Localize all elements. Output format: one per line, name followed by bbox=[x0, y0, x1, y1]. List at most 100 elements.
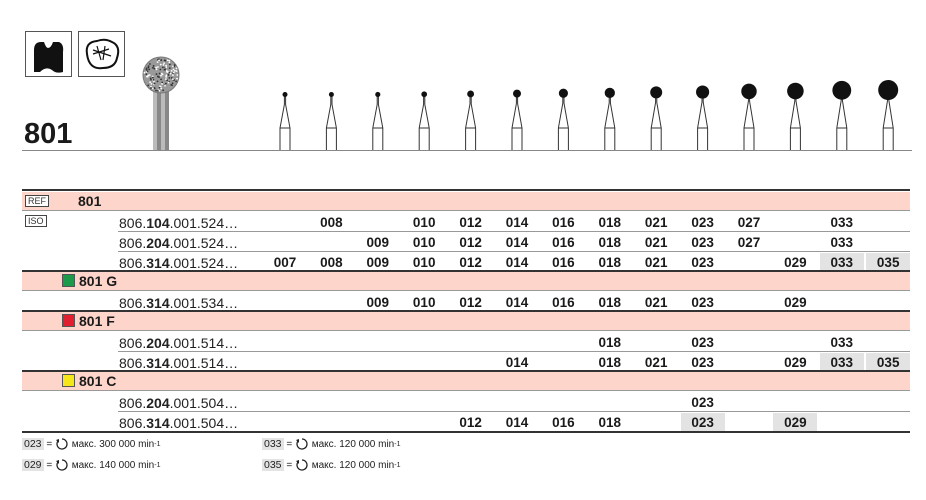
size-cell-018: 018 bbox=[588, 253, 632, 271]
diamond-grit bbox=[151, 83, 153, 85]
diamond-grit bbox=[157, 61, 159, 63]
bur-outline-021 bbox=[651, 92, 661, 150]
table-row: 023 806.204.001.504… bbox=[0, 392, 926, 412]
diamond-grit bbox=[160, 59, 162, 61]
grit-color-swatch bbox=[62, 274, 75, 287]
bur-head-009 bbox=[375, 92, 380, 97]
size-cell-014: 014 bbox=[495, 293, 539, 311]
size-cell-023: 023 bbox=[681, 293, 725, 311]
size-cell-029: 029 bbox=[773, 293, 817, 311]
table-row: 018 023 033 806.204.001.514… bbox=[0, 332, 926, 352]
diamond-grit bbox=[166, 70, 168, 72]
size-cell-008: 008 bbox=[309, 213, 353, 231]
size-cell-016: 016 bbox=[541, 253, 585, 271]
diamond-grit bbox=[149, 63, 151, 65]
diamond-grit bbox=[162, 67, 164, 69]
diamond-grit bbox=[156, 68, 158, 70]
diamond-grit bbox=[171, 70, 173, 72]
diamond-grit bbox=[157, 80, 159, 82]
diamond-grit bbox=[155, 67, 157, 69]
divider bbox=[22, 150, 912, 151]
legend-speed: макс. 120 000 min bbox=[312, 460, 395, 471]
size-cell-033: 033 bbox=[820, 353, 864, 371]
bur-outline-027 bbox=[744, 91, 754, 150]
diamond-grit bbox=[167, 59, 169, 61]
ref-number: 806.204.001.504… bbox=[119, 395, 238, 411]
legend-equals: = bbox=[286, 460, 292, 471]
bur-outline-007 bbox=[280, 95, 290, 151]
group-band bbox=[22, 272, 910, 290]
diamond-grit bbox=[164, 85, 166, 87]
ref-part: 314 bbox=[146, 255, 169, 271]
size-cell-023: 023 bbox=[681, 353, 725, 371]
ref-part: 314 bbox=[146, 355, 169, 371]
ref-part: 806. bbox=[119, 415, 146, 431]
diamond-grit bbox=[146, 76, 148, 78]
size-cell-018: 018 bbox=[588, 413, 632, 431]
diamond-grit bbox=[171, 77, 173, 79]
group-label: 801 F bbox=[62, 313, 115, 329]
diamond-grit bbox=[168, 74, 170, 76]
group-band bbox=[22, 312, 910, 330]
size-cell-021: 021 bbox=[634, 253, 678, 271]
band-rule bbox=[22, 390, 910, 391]
diamond-grit bbox=[150, 87, 152, 89]
diamond-grit bbox=[155, 90, 157, 92]
diamond-grit bbox=[159, 73, 161, 75]
group-label: 801 G bbox=[62, 273, 117, 289]
size-cell-012: 012 bbox=[449, 233, 493, 251]
size-cell-033: 033 bbox=[820, 213, 864, 231]
size-cell-008: 008 bbox=[309, 253, 353, 271]
bur-outline-018 bbox=[605, 93, 615, 150]
diamond-grit bbox=[152, 77, 154, 79]
diamond-grit bbox=[170, 84, 172, 86]
size-cell-009: 009 bbox=[356, 293, 400, 311]
diamond-grit bbox=[160, 86, 162, 88]
ref-part: 204 bbox=[146, 235, 169, 251]
diamond-grit bbox=[147, 85, 149, 87]
legend-item: 029 = макс. 140 000 min -1 bbox=[22, 458, 160, 472]
size-cell-029: 029 bbox=[773, 253, 817, 271]
band-rule bbox=[22, 210, 910, 211]
ref-part: 806. bbox=[119, 235, 146, 251]
diamond-grit bbox=[176, 74, 178, 76]
size-cell-018: 018 bbox=[588, 233, 632, 251]
size-cell-014: 014 bbox=[495, 213, 539, 231]
bur-head-035 bbox=[878, 80, 898, 100]
bur-outline-016 bbox=[558, 93, 568, 150]
size-cell-016: 016 bbox=[541, 233, 585, 251]
ref-part: 104 bbox=[146, 215, 169, 231]
group-label: 801 C bbox=[62, 373, 116, 389]
bur-head-010 bbox=[421, 91, 427, 97]
ref-part: 314 bbox=[146, 295, 169, 311]
legend-equals: = bbox=[286, 439, 292, 450]
size-cell-016: 016 bbox=[541, 293, 585, 311]
grit-color-swatch bbox=[62, 374, 75, 387]
ref-part: 806. bbox=[119, 355, 146, 371]
diamond-grit bbox=[148, 68, 150, 70]
diamond-grit bbox=[146, 69, 148, 71]
bur-head-007 bbox=[283, 92, 288, 97]
bur-shank-stripe bbox=[165, 85, 169, 151]
diamond-grit bbox=[174, 70, 176, 72]
diamond-grit bbox=[147, 74, 149, 76]
ref-number: 806.314.001.524… bbox=[119, 255, 238, 271]
diamond-grit bbox=[160, 78, 162, 80]
diamond-grit bbox=[169, 64, 171, 66]
diamond-grit bbox=[152, 67, 154, 69]
diamond-grit bbox=[145, 73, 147, 75]
legend-unit-exp: -1 bbox=[394, 441, 400, 448]
group-label-text: 801 C bbox=[79, 373, 116, 389]
ref-part: .001.504… bbox=[170, 395, 239, 411]
legend-speed: макс. 300 000 min bbox=[72, 439, 155, 450]
group-band bbox=[22, 192, 910, 210]
legend-size: 023 bbox=[22, 438, 44, 450]
legend-item: 033 = макс. 120 000 min -1 bbox=[262, 437, 400, 451]
table-bottom-rule bbox=[22, 431, 910, 433]
diamond-grit bbox=[172, 78, 174, 80]
size-cell-012: 012 bbox=[449, 413, 493, 431]
legend-unit-exp: -1 bbox=[394, 462, 400, 469]
diamond-grit bbox=[158, 76, 160, 78]
diamond-grit bbox=[176, 68, 178, 70]
